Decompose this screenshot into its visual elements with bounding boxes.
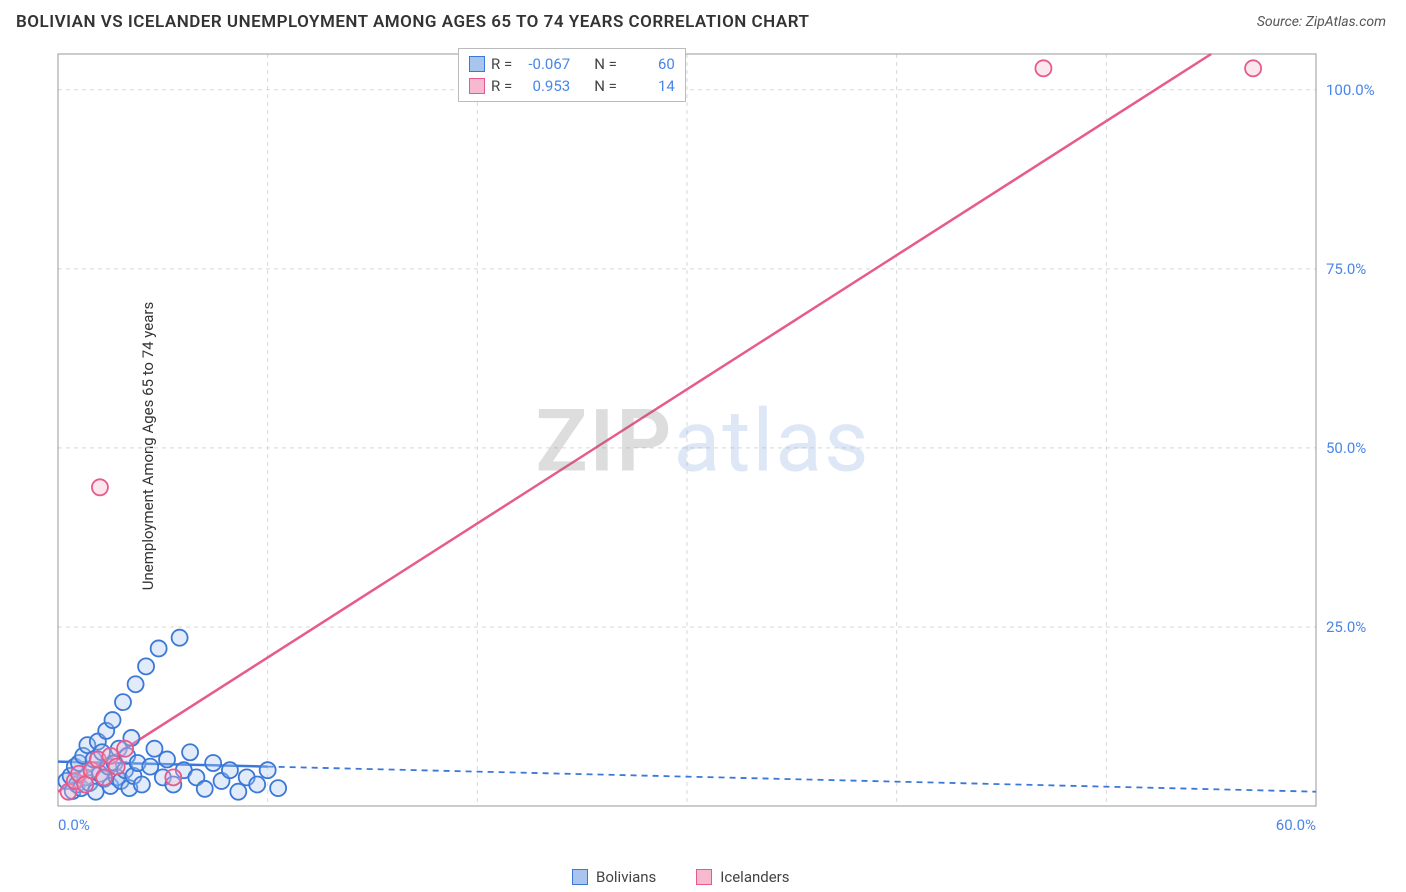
swatch-icelanders bbox=[469, 78, 485, 94]
stats-row-icelanders: R = 0.953 N = 14 bbox=[469, 75, 675, 97]
legend-label-bolivians: Bolivians bbox=[596, 868, 656, 886]
chart-title: BOLIVIAN VS ICELANDER UNEMPLOYMENT AMONG… bbox=[16, 12, 809, 32]
n-label: N = bbox=[594, 53, 617, 75]
r-value-bolivians: -0.067 bbox=[518, 53, 570, 75]
svg-text:0.0%: 0.0% bbox=[58, 816, 90, 834]
scatter-plot-svg: 25.0% 50.0% 75.0% 100.0% 0.0% 60.0% bbox=[46, 46, 1386, 846]
chart-source: Source: ZipAtlas.com bbox=[1257, 14, 1386, 30]
svg-text:25.0%: 25.0% bbox=[1326, 618, 1366, 636]
n-value-bolivians: 60 bbox=[623, 53, 675, 75]
r-label: R = bbox=[491, 53, 512, 75]
svg-text:75.0%: 75.0% bbox=[1326, 260, 1366, 278]
chart-header: BOLIVIAN VS ICELANDER UNEMPLOYMENT AMONG… bbox=[0, 0, 1406, 44]
svg-text:60.0%: 60.0% bbox=[1276, 816, 1316, 834]
plot-area: 25.0% 50.0% 75.0% 100.0% 0.0% 60.0% bbox=[46, 46, 1386, 846]
n-value-icelanders: 14 bbox=[623, 75, 675, 97]
stats-row-bolivians: R = -0.067 N = 60 bbox=[469, 53, 675, 75]
swatch-icelanders bbox=[696, 869, 712, 885]
r-label: R = bbox=[491, 75, 512, 97]
legend-label-icelanders: Icelanders bbox=[720, 868, 789, 886]
legend-item-icelanders: Icelanders bbox=[696, 868, 789, 886]
swatch-bolivians bbox=[469, 56, 485, 72]
svg-text:100.0%: 100.0% bbox=[1326, 81, 1375, 99]
correlation-stats-box: R = -0.067 N = 60 R = 0.953 N = 14 bbox=[458, 48, 686, 102]
r-value-icelanders: 0.953 bbox=[518, 75, 570, 97]
n-label: N = bbox=[594, 75, 617, 97]
legend-item-bolivians: Bolivians bbox=[572, 868, 656, 886]
svg-text:50.0%: 50.0% bbox=[1326, 439, 1366, 457]
swatch-bolivians bbox=[572, 869, 588, 885]
legend: Bolivians Icelanders bbox=[572, 868, 790, 886]
